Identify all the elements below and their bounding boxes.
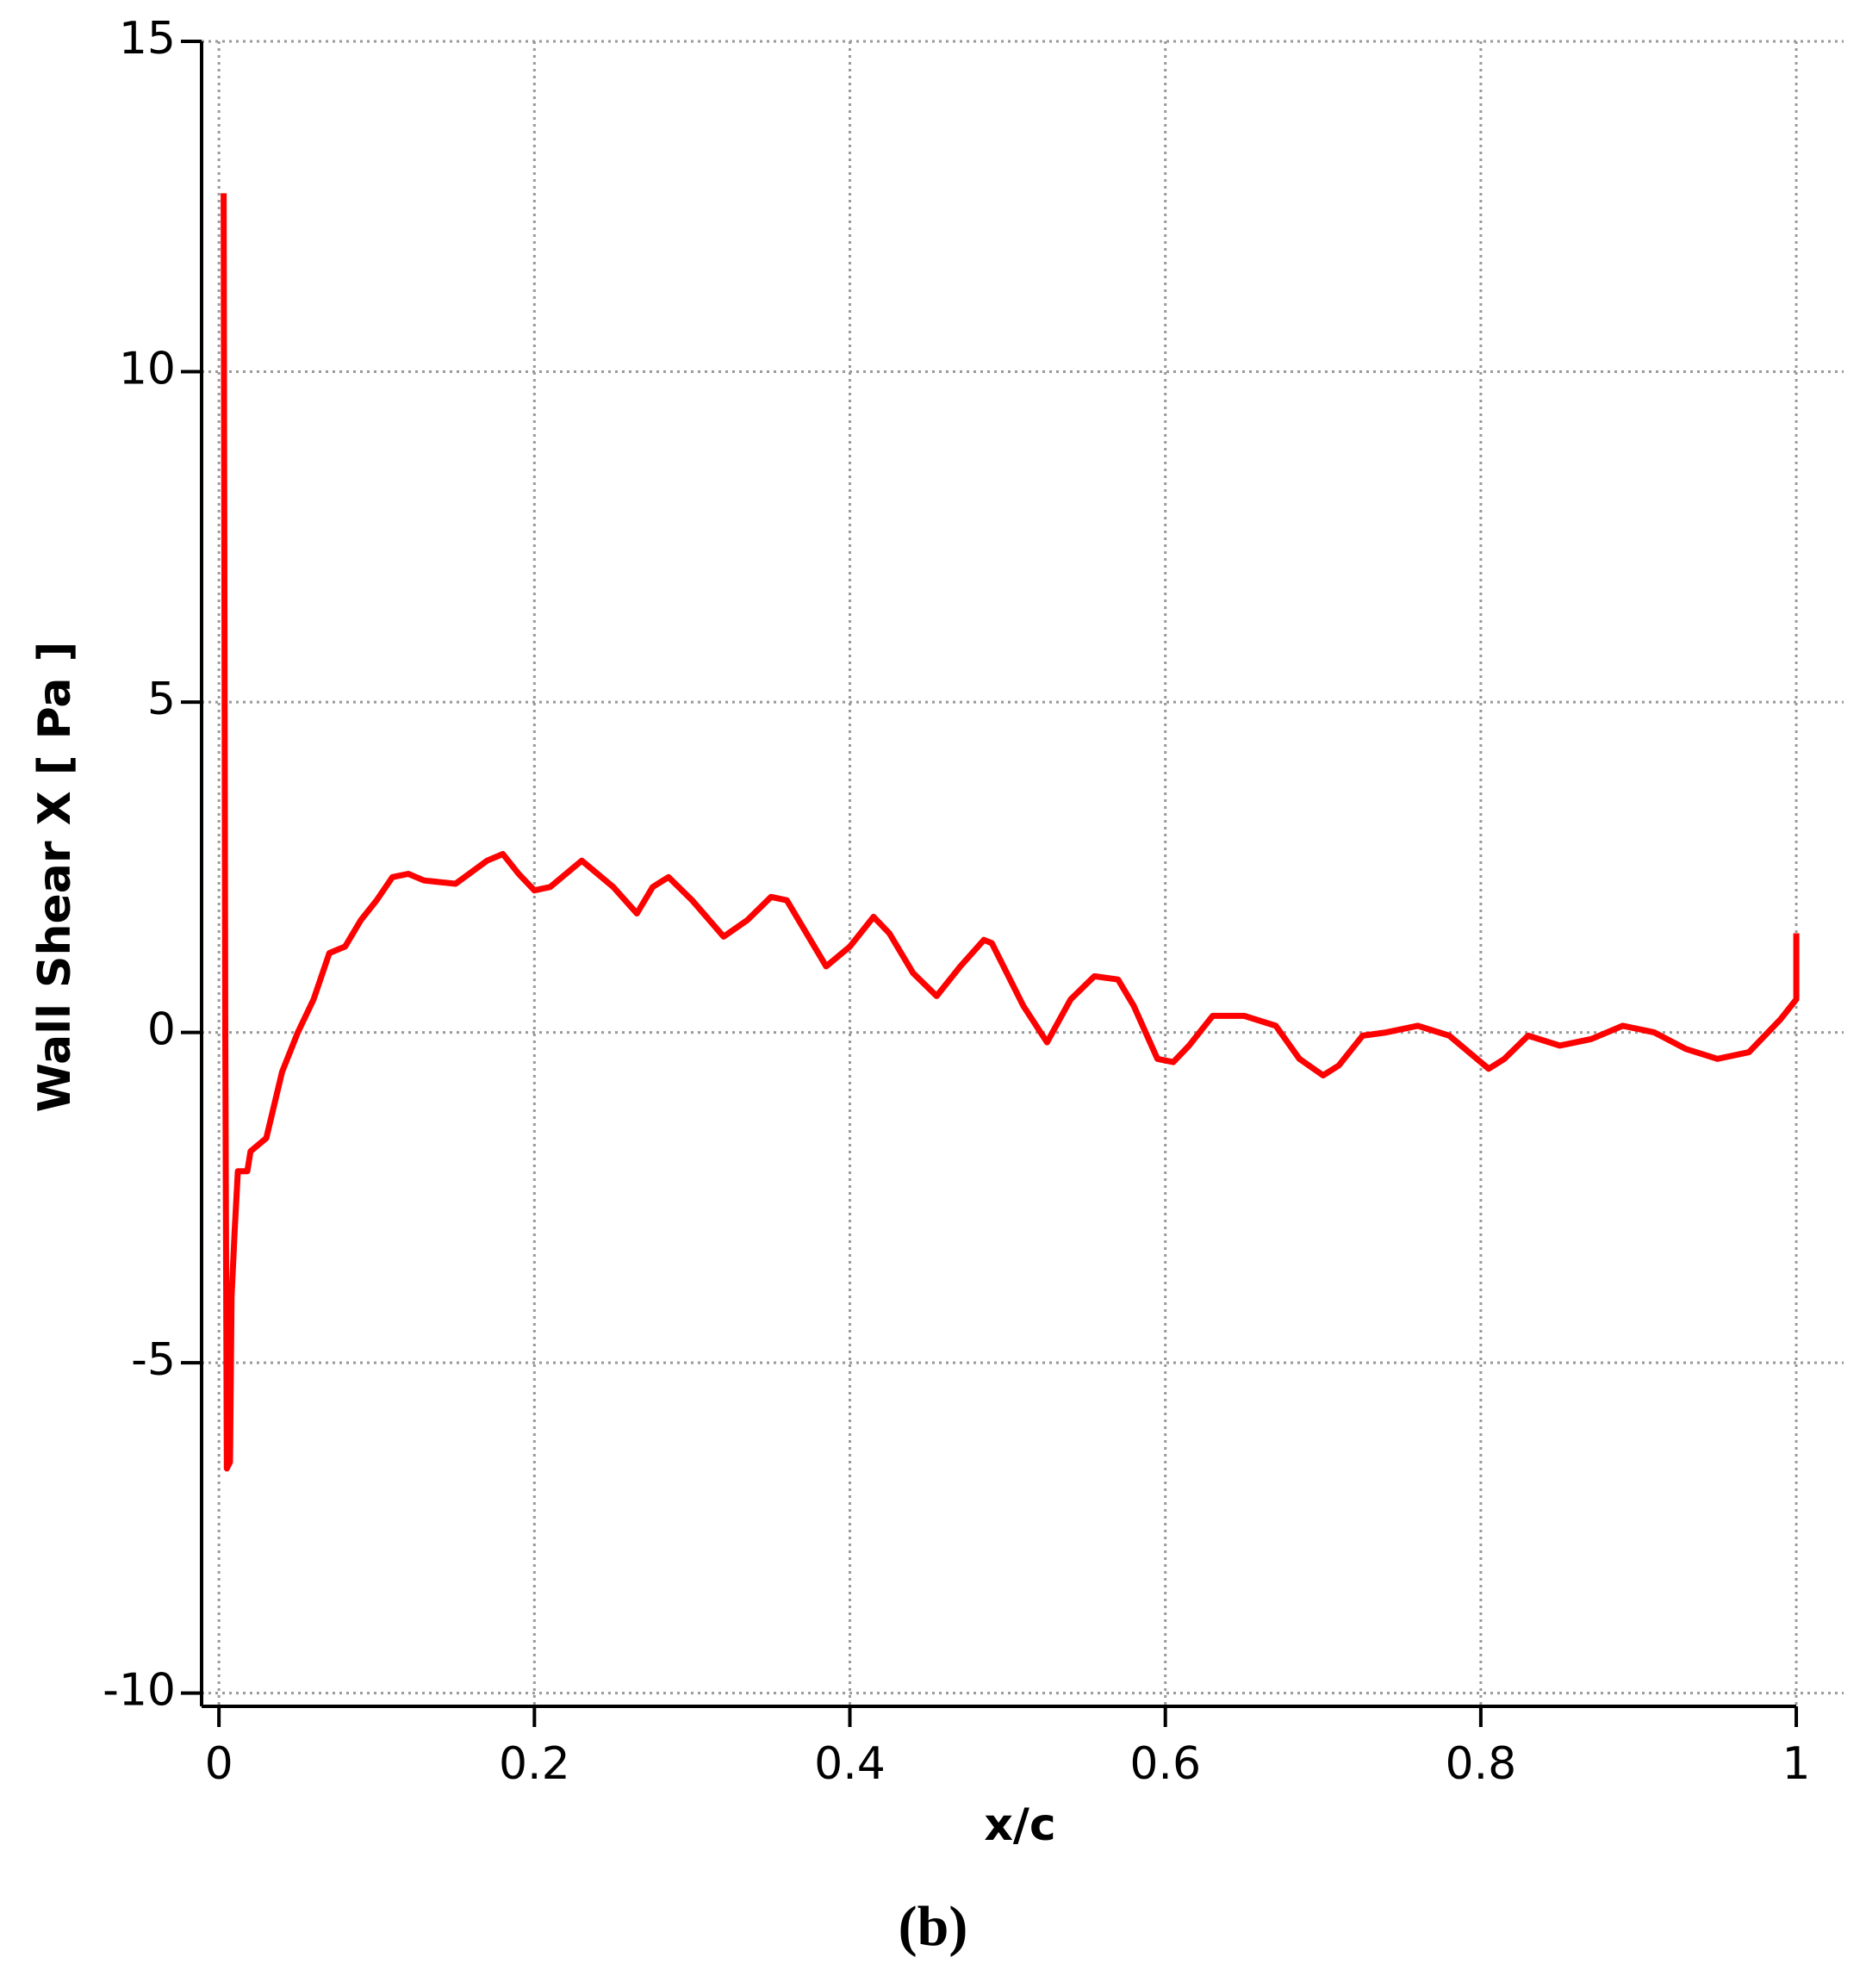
y-tick-label: -5 [131,1334,176,1386]
y-tick-label: 5 [147,674,176,725]
x-tick-label: 0.6 [1129,1738,1201,1790]
y-tick-label: 10 [119,344,176,395]
x-tick-label: 0 [205,1738,233,1790]
x-tick-label: 1 [1782,1738,1811,1790]
y-tick-label: -10 [103,1665,176,1717]
x-tick-label: 0.4 [814,1738,886,1790]
data-line [221,193,1800,1472]
caption: (b) [899,1895,968,1958]
x-tick-label: 0.2 [499,1738,570,1790]
x-tick-label: 0.8 [1446,1738,1517,1790]
y-tick-label: 0 [147,1004,176,1056]
y-tick-label: 15 [119,13,176,65]
x-axis-label: x/c [984,1799,1055,1851]
y-axis-label: Wall Shear X [ Pa ] [29,642,81,1113]
